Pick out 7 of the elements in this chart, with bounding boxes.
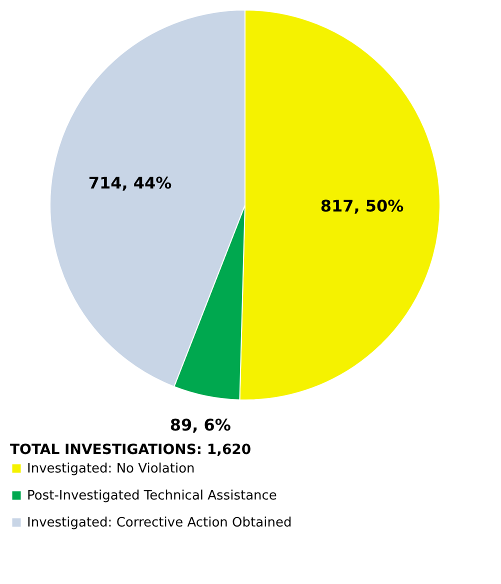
data-label: 714, 44%: [88, 173, 172, 192]
legend-title: TOTAL INVESTIGATIONS: 1,620: [10, 442, 252, 458]
legend-label: Investigated: Corrective Action Obtained: [27, 516, 292, 530]
legend-label: Investigated: No Violation: [27, 462, 195, 476]
data-label: 817, 50%: [320, 196, 404, 216]
data-label: 89, 6%: [170, 416, 231, 435]
legend-label: Post-Investigated Technical Assistance: [27, 488, 277, 504]
